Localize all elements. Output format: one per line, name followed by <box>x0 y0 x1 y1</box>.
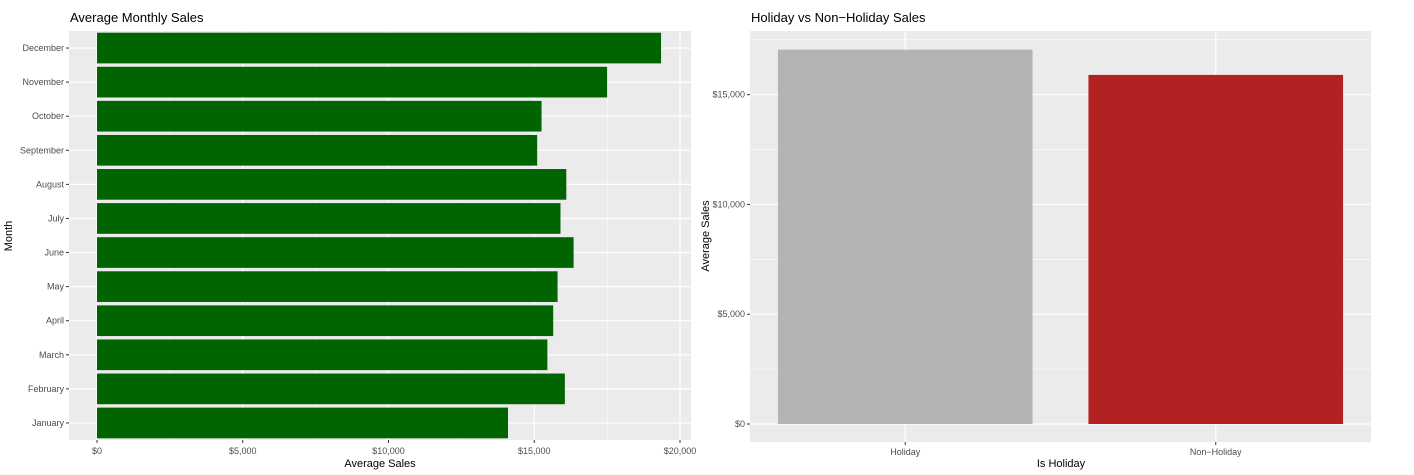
bar-september <box>97 134 538 166</box>
bar-february <box>97 373 565 405</box>
bar-holiday <box>777 49 1033 424</box>
bar-march <box>97 339 548 371</box>
bar-december <box>97 32 662 64</box>
y-tick-label: $10,000 <box>712 199 745 209</box>
bar-may <box>97 271 558 302</box>
y-tick-label: May <box>47 282 65 292</box>
monthly-sales-chart: Average Monthly Sales January February Mar… <box>3 10 696 470</box>
x-tick-label: $10,000 <box>372 446 405 456</box>
y-tick-label: February <box>28 384 65 394</box>
y-tick-label: $0 <box>735 419 745 429</box>
y-tick-label: $15,000 <box>712 90 745 100</box>
monthly-chart-x-axis: $0 $5,000 $10,000 $15,000 $20,000 <box>92 440 696 456</box>
x-tick-label: $20,000 <box>664 446 697 456</box>
holiday-sales-chart: Holiday vs Non−Holiday Sales $0 $5,000 $10… <box>700 10 1371 470</box>
holiday-chart-title: Holiday vs Non−Holiday Sales <box>751 10 926 25</box>
x-tick-label: Holiday <box>890 447 921 457</box>
y-tick-label: November <box>22 77 64 87</box>
y-tick-label: December <box>22 43 64 53</box>
bar-august <box>97 169 567 200</box>
y-tick-label: August <box>36 179 65 189</box>
bar-june <box>97 237 574 268</box>
holiday-chart-y-axis: $0 $5,000 $10,000 $15,000 <box>712 90 750 429</box>
y-tick-label: October <box>32 111 64 121</box>
bar-november <box>97 66 608 98</box>
holiday-chart-x-axis: Holiday Non−Holiday <box>890 442 1242 457</box>
y-tick-label: April <box>46 316 64 326</box>
holiday-chart-x-title: Is Holiday <box>1037 458 1086 470</box>
bar-april <box>97 305 554 337</box>
y-tick-label: September <box>20 145 64 155</box>
bar-non-holiday <box>1088 74 1344 424</box>
y-tick-label: March <box>39 350 64 360</box>
bar-october <box>97 100 542 132</box>
x-tick-label: $5,000 <box>229 446 257 456</box>
y-tick-label: January <box>32 418 65 428</box>
monthly-chart-x-title: Average Sales <box>344 458 416 470</box>
x-tick-label: Non−Holiday <box>1190 447 1242 457</box>
x-tick-label: $15,000 <box>518 446 551 456</box>
monthly-chart-y-title: Month <box>3 221 15 252</box>
monthly-chart-y-axis: January February March April May June July Augu… <box>20 43 69 428</box>
monthly-chart-title: Average Monthly Sales <box>70 10 204 25</box>
bar-january <box>97 407 509 439</box>
y-tick-label: June <box>44 248 64 258</box>
monthly-chart-bars <box>97 32 662 439</box>
y-tick-label: July <box>48 213 65 223</box>
holiday-chart-y-title: Average Sales <box>700 200 712 272</box>
bar-july <box>97 203 561 234</box>
x-tick-label: $0 <box>92 446 102 456</box>
holiday-chart-bars <box>777 49 1344 424</box>
y-tick-label: $5,000 <box>717 309 745 319</box>
monthly-chart-panel <box>69 31 691 440</box>
